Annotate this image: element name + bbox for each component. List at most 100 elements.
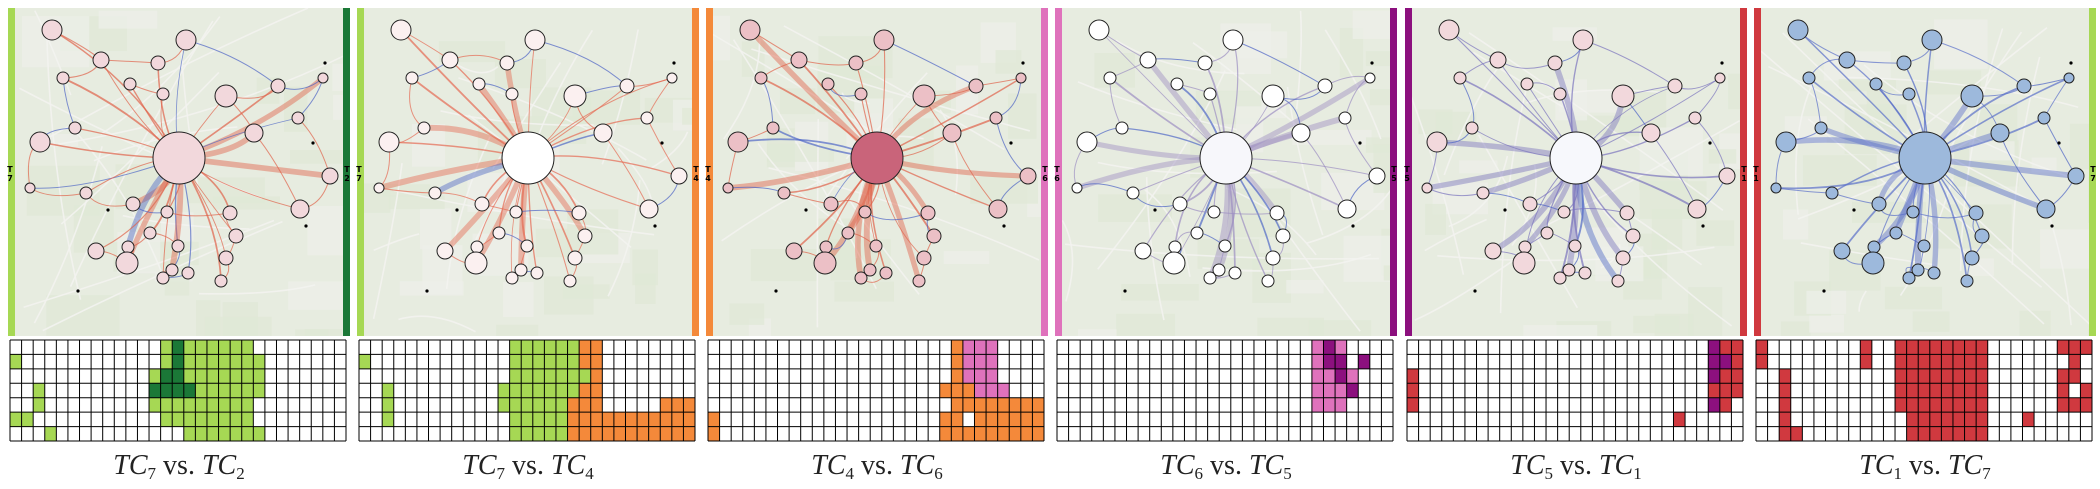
grid-cell-filled [10, 354, 22, 369]
grid-cell-filled [1929, 354, 1942, 369]
map-patch [1969, 141, 2015, 161]
map-road [1526, 89, 1661, 104]
network-node [968, 78, 984, 94]
network-node [567, 250, 583, 266]
map-patch [1425, 203, 1446, 235]
grid-cell-filled [230, 340, 242, 355]
map-road [816, 118, 820, 328]
grid-cell-filled [1952, 412, 1965, 427]
left-badge: T 4 [705, 165, 711, 183]
network-node [317, 72, 329, 84]
grid-cell-filled [974, 397, 987, 413]
grid-cell-filled [532, 368, 545, 384]
map-road [1192, 42, 1300, 129]
map-road [60, 71, 220, 225]
network-node [863, 263, 877, 277]
network-node [1207, 205, 1221, 219]
map-road [1202, 253, 1372, 272]
grid-cell-filled [230, 397, 242, 413]
map-area [1055, 8, 1397, 336]
grid-cell-filled [1964, 397, 1977, 413]
grid-cell-filled [218, 383, 231, 398]
map-road [706, 29, 873, 133]
network-node [470, 240, 484, 254]
grid-cell-filled [241, 340, 254, 355]
network-node [1838, 51, 1856, 69]
grid-cell-filled [33, 383, 45, 398]
map-dot [672, 61, 676, 65]
network-node [1476, 186, 1490, 200]
network-node [1568, 239, 1582, 253]
map-patch [729, 303, 765, 325]
map-road [393, 189, 655, 236]
map-dot [804, 208, 808, 212]
grid-cell-filled [939, 412, 952, 427]
grid-cell-filled [183, 368, 196, 384]
network-node [1203, 87, 1217, 101]
network-node [823, 196, 839, 212]
network-node [593, 123, 613, 143]
map-road [1097, 161, 1277, 175]
map-road [1065, 243, 1379, 260]
network-node [1197, 55, 1213, 71]
grid-cell-filled [521, 340, 533, 355]
network-node [1088, 19, 1110, 41]
grid-cell-filled [195, 426, 207, 441]
map-dot [1123, 289, 1127, 293]
grid-cell-filled [509, 354, 522, 369]
map-patch [2031, 157, 2057, 173]
grid-cell-filled [1929, 340, 1942, 355]
grid-cell-filled [1335, 340, 1347, 355]
caption-b-sub: 7 [1982, 464, 1991, 483]
grid-cell-filled [590, 383, 603, 398]
grid-cell-filled [1323, 340, 1336, 355]
map-dot [106, 208, 110, 212]
network-node [1518, 240, 1532, 254]
grid-cell-filled [544, 340, 556, 355]
map-dot [76, 289, 80, 293]
network-node [41, 19, 63, 41]
cell-grid [1755, 339, 2093, 442]
grid-cell-filled [951, 354, 963, 369]
network-node [524, 29, 546, 51]
network-node [1337, 199, 1357, 219]
left-color-bar [1754, 8, 1761, 336]
grid-cell-filled [974, 340, 987, 355]
network-node [1203, 271, 1217, 285]
grid-cell-filled [637, 412, 649, 427]
grid-cell-filled [10, 412, 22, 427]
map-area [1405, 8, 1747, 336]
grid-cell-filled [1976, 340, 1988, 355]
grid-cell-filled [1731, 354, 1743, 369]
grid-cell-filled [590, 354, 603, 369]
network-node [754, 71, 768, 85]
network-node [428, 186, 442, 200]
map-dot [1370, 61, 1374, 65]
network-node [505, 87, 519, 101]
grid-cell-filled [498, 383, 510, 398]
map-patch [496, 324, 539, 336]
map-road [1414, 260, 1513, 321]
map-patch [295, 329, 329, 336]
grid-cell-filled [172, 340, 184, 355]
network-node [1103, 71, 1117, 85]
grid-cell-filled [567, 426, 580, 441]
map-dot [425, 289, 429, 293]
grid-cell-filled [1756, 340, 1768, 355]
map-patch [1806, 290, 1847, 314]
grid-cell-filled [183, 354, 196, 369]
network-node [1261, 84, 1285, 108]
grid-cell-filled [1964, 354, 1977, 369]
grid-cell-filled [1346, 383, 1359, 398]
map-patch [212, 196, 280, 210]
grid-cell-filled [149, 383, 161, 398]
right-color-bar [1740, 8, 1747, 336]
network-node [989, 111, 1003, 125]
grid-cell-filled [1941, 412, 1953, 427]
grid-cell-filled [648, 412, 661, 427]
grid-cell-filled [509, 397, 522, 413]
grid-cell-filled [532, 340, 545, 355]
grid-cell-filled [708, 412, 720, 427]
